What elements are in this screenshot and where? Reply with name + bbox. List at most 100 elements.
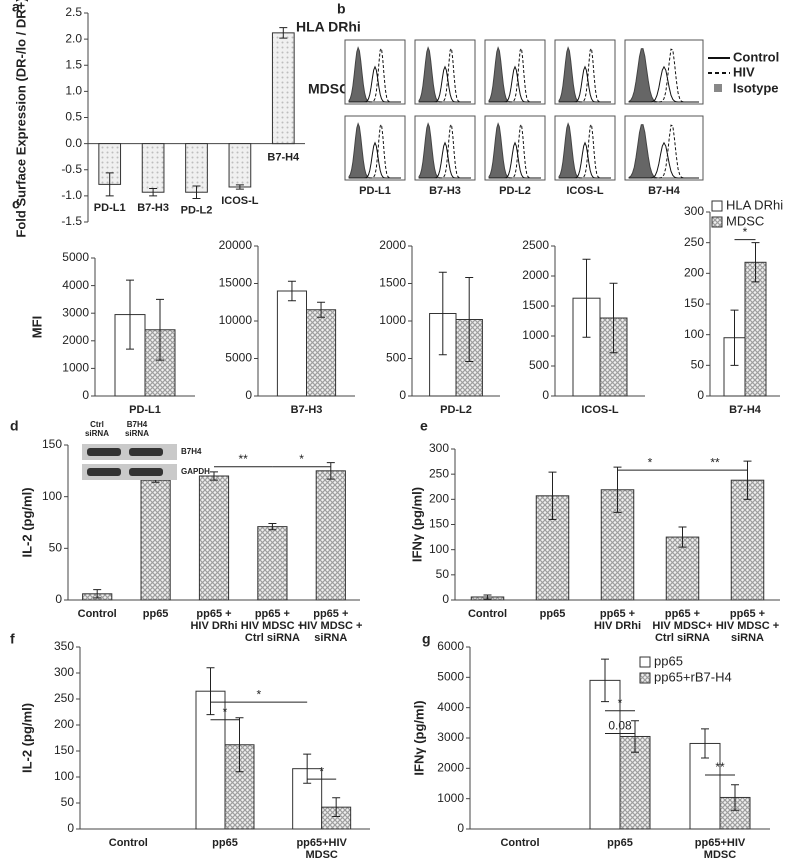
y-tick-label: 150 <box>54 743 74 757</box>
error-bar <box>287 280 296 302</box>
y-tick-label: 100 <box>42 489 62 503</box>
y-axis-label: MFI <box>29 316 44 338</box>
y-tick-label: 300 <box>54 665 74 679</box>
y-tick-label: -1.5 <box>61 214 82 228</box>
y-tick-label: 20000 <box>219 238 253 252</box>
y-tick-label: 300 <box>429 441 449 455</box>
y-tick-label: 2500 <box>522 238 549 252</box>
error-bar <box>731 784 739 811</box>
y-tick-label: 5000 <box>225 351 252 365</box>
y-tick-label: 2.5 <box>65 5 82 19</box>
error-bar <box>483 594 492 600</box>
x-tick-label: pp65 + <box>196 608 231 620</box>
y-tick-label: 2000 <box>62 333 89 347</box>
x-tick-label: pp65 + <box>665 608 700 620</box>
x-tick-label: MDSC <box>704 849 736 861</box>
bar <box>276 290 307 397</box>
blot-band <box>129 448 163 456</box>
inset-row-label: B7H4 <box>181 447 202 456</box>
row-label: HLA DRhi <box>296 19 361 35</box>
error-bar <box>317 301 326 318</box>
legend-swatch <box>711 200 723 212</box>
y-tick-label: 100 <box>684 327 704 341</box>
significance-label: 0.08 <box>608 719 632 733</box>
x-tick-label: HIV MDSC + <box>241 620 304 632</box>
hiv-curve <box>489 123 541 179</box>
x-tick-label: pp65 + <box>600 608 635 620</box>
significance-label: * <box>648 455 653 469</box>
error-bar <box>701 728 709 759</box>
y-tick-label: 1000 <box>522 328 549 342</box>
x-tick-label: pp65 <box>143 608 169 620</box>
x-tick-label: PD-L2 <box>181 204 213 216</box>
y-tick-label: 1000 <box>62 361 89 375</box>
error-bar <box>126 279 134 350</box>
hiv-curve <box>489 47 541 103</box>
y-tick-label: 1000 <box>379 313 406 327</box>
significance-label: ** <box>710 455 720 469</box>
x-tick-label: PD-L1 <box>129 404 161 416</box>
x-tick-label: HIV DRhi <box>594 620 641 632</box>
error-bar <box>631 720 639 753</box>
x-tick-label: PD-L2 <box>440 404 472 416</box>
error-bar <box>279 27 288 39</box>
error-bar <box>206 667 215 716</box>
y-axis-label: IL-2 (pg/ml) <box>19 703 34 773</box>
y-tick-label: 10000 <box>219 313 253 327</box>
y-tick-label: 0 <box>457 821 464 835</box>
y-tick-label: 150 <box>42 437 62 451</box>
error-bar <box>93 589 102 599</box>
significance-label: * <box>299 452 304 466</box>
error-bar <box>438 271 447 356</box>
legend-label: HIV <box>733 64 755 79</box>
y-tick-label: 50 <box>691 358 705 372</box>
blot-band <box>87 448 121 456</box>
hiv-curve <box>419 47 471 103</box>
inset-column-label: siRNA <box>125 429 149 438</box>
y-tick-label: 0.5 <box>65 110 82 124</box>
y-tick-label: 4000 <box>62 278 89 292</box>
panel-letter: f <box>10 631 15 647</box>
y-tick-label: 50 <box>436 567 450 581</box>
x-tick-label: pp65 + <box>313 608 348 620</box>
y-tick-label: 0 <box>55 592 62 606</box>
error-bar <box>582 258 591 338</box>
bar <box>185 143 208 193</box>
y-tick-label: 350 <box>54 639 74 653</box>
y-tick-label: 200 <box>429 492 449 506</box>
error-bar <box>235 717 244 773</box>
hiv-curve <box>629 124 699 179</box>
column-label: ICOS-L <box>566 185 604 197</box>
y-tick-label: 1.0 <box>65 84 82 98</box>
y-tick-label: 15000 <box>219 276 253 290</box>
hiv-curve <box>559 123 611 179</box>
x-tick-label: Control <box>500 837 539 849</box>
legend-label: MDSC <box>726 213 764 228</box>
y-tick-label: 5000 <box>437 670 464 684</box>
row-label: MDSC <box>308 81 349 97</box>
y-axis-label: IFNγ (pg/ml) <box>411 700 426 775</box>
error-bar <box>743 460 752 500</box>
error-bar <box>149 188 158 197</box>
significance-label: ** <box>239 452 249 466</box>
y-tick-label: 250 <box>684 235 704 249</box>
column-label: PD-L2 <box>499 185 531 197</box>
y-tick-label: 0 <box>542 388 549 402</box>
bar <box>306 309 337 397</box>
bar <box>228 143 252 188</box>
error-bar <box>548 471 557 520</box>
legend-swatch <box>639 672 651 684</box>
error-bar <box>332 797 341 818</box>
error-bar <box>730 309 739 366</box>
y-axis-label: IL-2 (pg/ml) <box>19 487 34 557</box>
legend-label: Isotype <box>733 80 779 95</box>
x-tick-label: HIV DRhi <box>190 620 237 632</box>
hiv-curve <box>349 47 401 103</box>
x-tick-label: PD-L1 <box>94 202 126 214</box>
error-bar <box>105 172 114 197</box>
y-tick-label: 0 <box>245 388 252 402</box>
legend-label: Control <box>733 49 779 64</box>
error-bar <box>210 471 218 481</box>
legend-swatch <box>639 656 651 668</box>
